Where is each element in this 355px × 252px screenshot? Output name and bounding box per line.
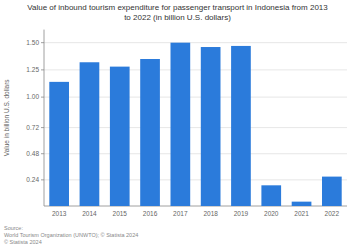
x-tick-label: 2014 [82,210,97,217]
y-tick [41,179,44,180]
x-tick-label: 2013 [52,210,67,217]
x-tick-label: 2022 [325,210,340,217]
y-tick-label: 1.00 [26,93,39,100]
bar [231,46,251,206]
y-tick [41,69,44,70]
y-tick-label: 0.24 [26,176,39,183]
bars [49,43,341,206]
y-tick [41,42,44,43]
x-tick-label: 2020 [264,210,279,217]
source: Source:World Tourism Organization (UNWTO… [4,225,138,245]
title: Value of inbound tourism expenditure for… [27,3,328,22]
y-tick [41,97,44,98]
title-line: Value of inbound tourism expenditure for… [27,3,328,12]
source-line: Source: [4,225,23,231]
bar [292,202,312,206]
x-ticks: 2013 2014 2015 2016 2017 2018 2019 2020 2021 2022 [52,210,340,217]
x-tick-label: 2019 [234,210,249,217]
y-ticks: 0.24 0.48 0.72 1.00 1.25 1.50 [26,39,44,183]
x-tick-label: 2016 [143,210,158,217]
y-axis-label: Value in billion U.S. dollars [3,79,10,157]
x-tick-label: 2018 [203,210,218,217]
y-tick-label: 1.25 [26,66,39,73]
x-tick-label: 2021 [294,210,309,217]
source-line: World Tourism Organization (UNWTO); © St… [4,232,138,238]
bar [80,62,100,206]
y-tick-label: 0.48 [26,150,39,157]
bar [171,43,191,206]
y-tick [41,153,44,154]
y-tick-label: 0.72 [26,124,39,131]
y-tick-label: 1.50 [26,39,39,46]
bar [201,47,221,206]
y-axis-line [44,30,45,206]
grid-line [44,42,347,43]
source-line: © Statista 2024 [4,239,42,245]
x-tick-label: 2017 [173,210,188,217]
title-line: to 2022 (in billion U.S. dollars) [124,13,231,22]
chart-svg: Value of inbound tourism expenditure for… [0,0,355,252]
bar [322,177,342,206]
x-tick-label: 2015 [113,210,128,217]
chart-container: Value of inbound tourism expenditure for… [0,0,355,252]
bar [140,59,160,206]
y-tick [41,127,44,128]
bar [110,67,130,206]
bar [49,82,69,206]
bar [261,185,281,206]
